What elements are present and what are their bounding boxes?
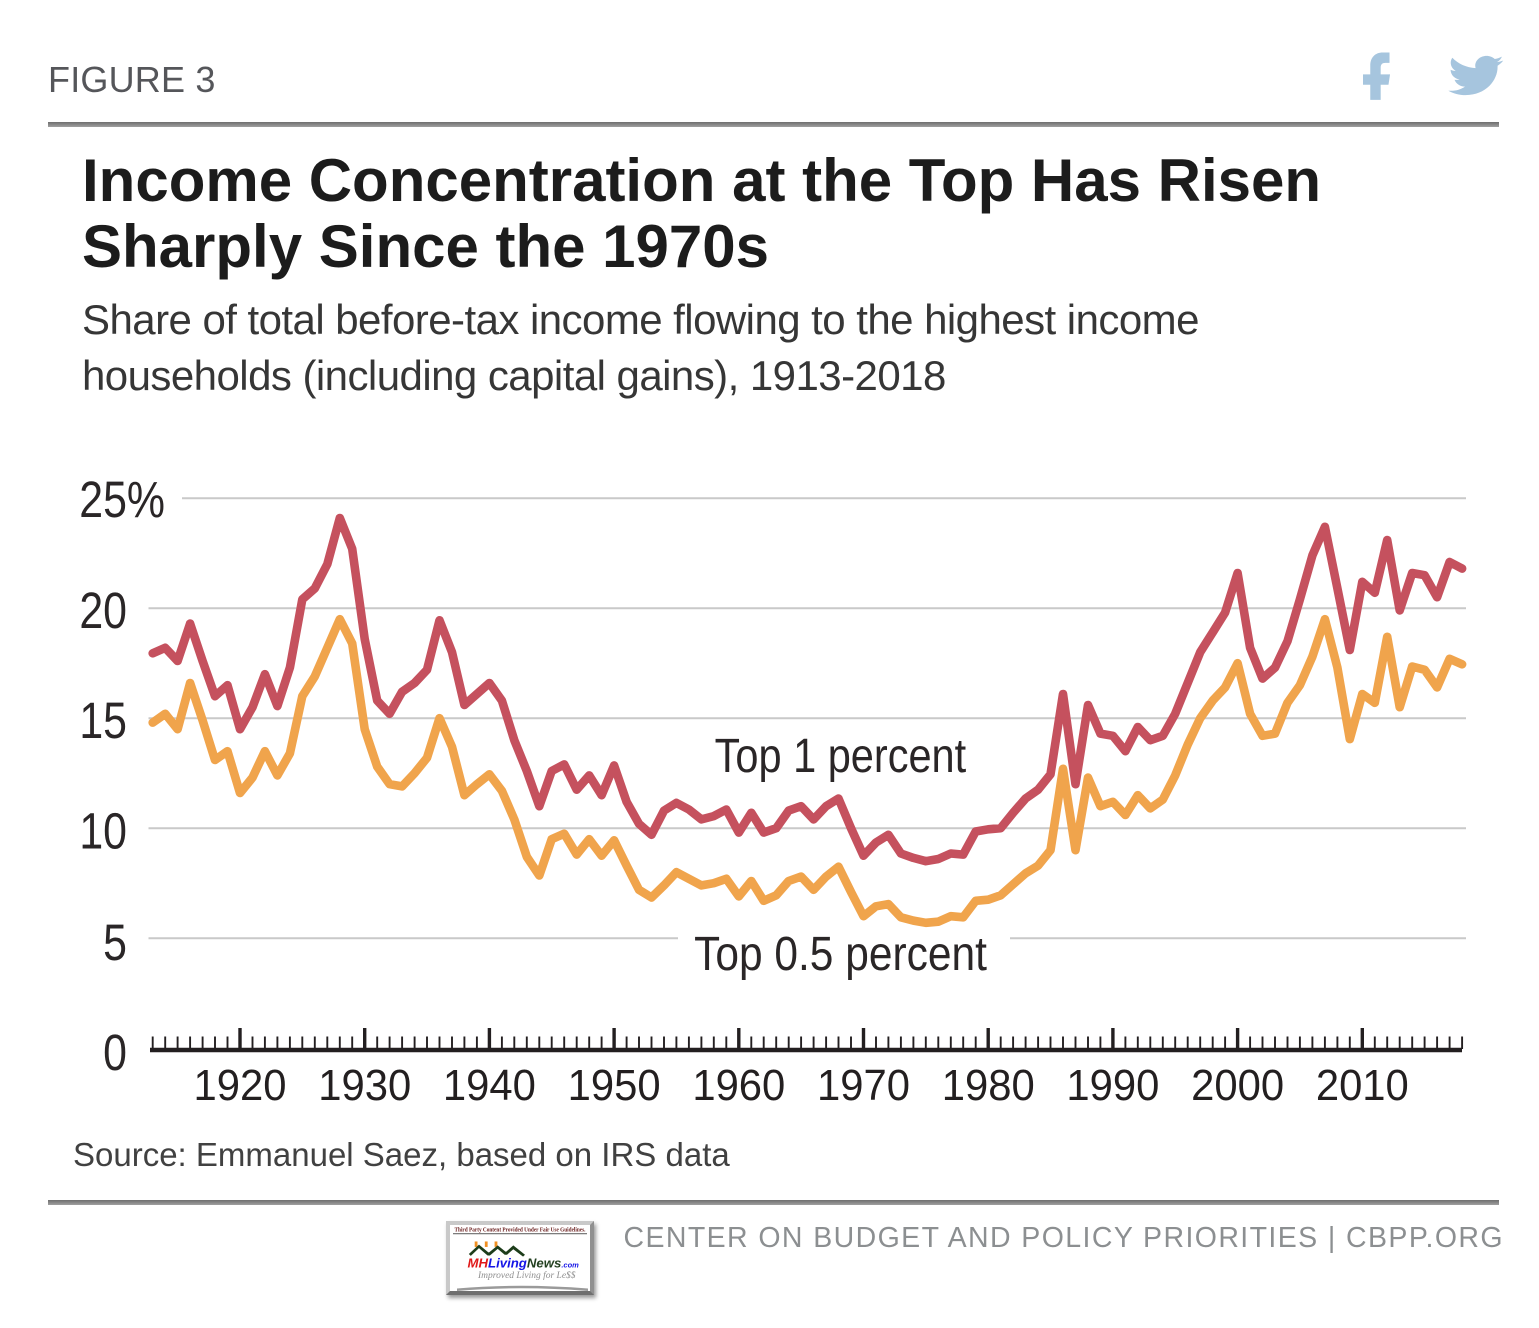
svg-text:2000: 2000 bbox=[1191, 1061, 1284, 1110]
svg-text:1940: 1940 bbox=[443, 1061, 536, 1110]
svg-text:20: 20 bbox=[79, 582, 127, 639]
svg-text:MHLivingNews.com: MHLivingNews.com bbox=[468, 1256, 580, 1271]
svg-text:1920: 1920 bbox=[194, 1061, 287, 1110]
svg-text:15: 15 bbox=[79, 692, 127, 749]
svg-text:Top 0.5 percent: Top 0.5 percent bbox=[694, 927, 987, 981]
svg-text:1980: 1980 bbox=[942, 1061, 1035, 1110]
svg-text:Third Party Content Provided U: Third Party Content Provided Under Fair … bbox=[455, 1228, 586, 1234]
svg-text:1960: 1960 bbox=[692, 1061, 785, 1110]
svg-text:25%: 25% bbox=[79, 471, 165, 528]
svg-text:Top 1 percent: Top 1 percent bbox=[715, 728, 967, 783]
svg-text:Improved Living for Le$$: Improved Living for Le$$ bbox=[477, 1270, 576, 1281]
svg-text:1930: 1930 bbox=[318, 1061, 411, 1110]
svg-text:1950: 1950 bbox=[568, 1061, 661, 1110]
svg-text:5: 5 bbox=[103, 914, 127, 971]
svg-text:0: 0 bbox=[103, 1024, 127, 1081]
svg-text:1990: 1990 bbox=[1066, 1061, 1159, 1110]
svg-text:10: 10 bbox=[79, 802, 127, 859]
svg-text:2010: 2010 bbox=[1316, 1061, 1409, 1110]
svg-text:1970: 1970 bbox=[817, 1061, 910, 1110]
